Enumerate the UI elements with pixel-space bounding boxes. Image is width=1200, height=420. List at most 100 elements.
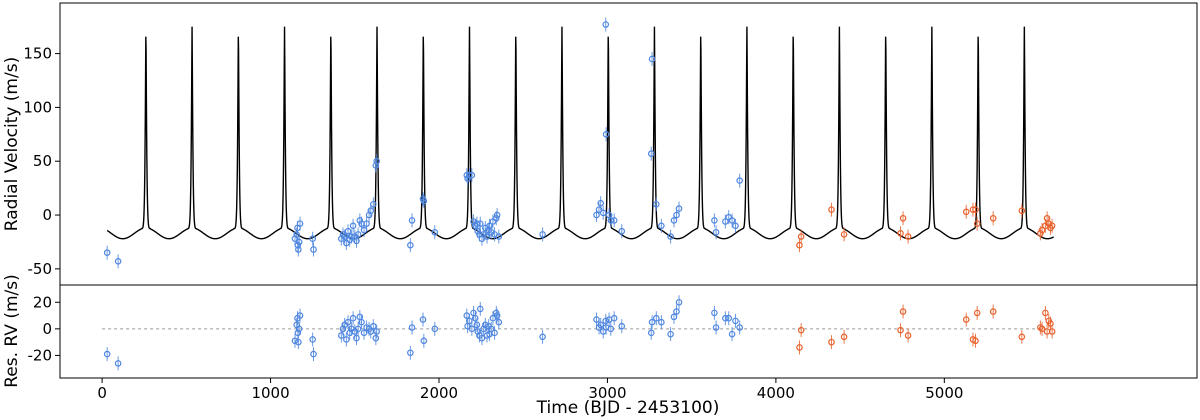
residual-point (607, 325, 615, 333)
rv-point (796, 241, 803, 249)
residual-point (973, 309, 981, 317)
residual-point (482, 321, 489, 329)
residual-point (431, 325, 439, 333)
bottom-y-tick-label: 20 (33, 293, 52, 311)
residual-point (473, 321, 481, 329)
top-axes-frame (59, 2, 1198, 286)
rv-point (597, 199, 605, 207)
residual-point (725, 314, 733, 322)
rv-point (711, 217, 718, 224)
rv-point (407, 241, 414, 249)
x-tick-label: 0 (97, 384, 107, 402)
rv-point (353, 237, 360, 245)
rv-point (103, 249, 111, 257)
residual-point (354, 325, 362, 333)
rv-point (899, 214, 907, 222)
rv-point (370, 200, 377, 208)
bottom-y-axis-label: Res. RV (m/s) (2, 274, 22, 388)
top-y-axis: -50 0 50 100 150 (23, 45, 60, 278)
residual-point (828, 338, 835, 346)
residual-point (478, 334, 486, 342)
rv-point (492, 214, 500, 222)
rv-point (473, 220, 481, 227)
residual-point (1048, 328, 1056, 335)
residual-point (372, 334, 380, 342)
rv-point (828, 206, 835, 213)
top-y-axis-label: Radial Velocity (m/s) (2, 57, 22, 231)
rv-point (483, 233, 491, 240)
top-panel: -50 0 50 100 150 Radial Velocity (m/s) (2, 2, 1198, 286)
residual-point (732, 317, 739, 325)
rv-point (658, 222, 665, 230)
residual-point (358, 318, 365, 326)
residual-point (344, 318, 352, 326)
bottom-x-axis: 0 1000 2000 3000 4000 5000 (97, 378, 963, 402)
rv-point (607, 217, 615, 224)
rv-point (652, 200, 660, 208)
residual-point (972, 337, 979, 345)
residual-point (673, 308, 680, 315)
top-y-tick-label: -50 (28, 260, 53, 278)
rv-point (728, 217, 736, 224)
rv-point (1038, 226, 1046, 234)
rv-point (667, 233, 674, 240)
residual-point (1037, 324, 1044, 331)
residual-point (296, 312, 304, 319)
rv-point (712, 228, 720, 236)
residual-point (295, 325, 303, 333)
residual-point (711, 309, 718, 317)
rv-point (897, 230, 904, 237)
top-y-tick-label: 50 (33, 152, 52, 170)
rv-point (972, 206, 979, 213)
rv-point (599, 209, 607, 217)
residual-point (491, 329, 498, 337)
rv-point (736, 177, 743, 184)
residual-point (904, 332, 912, 339)
rv-point (840, 231, 848, 238)
rv-point (1018, 207, 1026, 215)
residual-point (295, 338, 302, 346)
bottom-x-axis-label: Time (BJD - 2453100) (536, 398, 720, 418)
residual-point (339, 325, 347, 333)
residual-point (797, 326, 805, 334)
x-tick-label: 1000 (251, 384, 289, 402)
rv-point (989, 214, 997, 222)
residual-point (291, 337, 299, 345)
rv-point (373, 157, 380, 165)
residual-point (309, 336, 316, 343)
rv-point (602, 21, 610, 28)
rv-point (486, 222, 493, 230)
residual-point (899, 308, 907, 315)
residual-point (373, 328, 380, 335)
rv-point (476, 220, 484, 227)
bottom-y-tick-label: 0 (42, 320, 52, 338)
rv-point (493, 211, 501, 219)
residual-point (353, 334, 360, 342)
rv-point (732, 222, 739, 230)
bottom-y-axis: -20 0 20 (28, 293, 60, 364)
residual-point (343, 336, 350, 343)
residual-point (648, 318, 656, 326)
rv-point (344, 227, 352, 235)
rv-point (904, 233, 912, 240)
residual-point (897, 326, 904, 334)
residual-point (114, 360, 122, 367)
residual-point (466, 317, 473, 325)
rv-point (348, 233, 355, 240)
residual-point (474, 328, 482, 335)
residual-point (493, 312, 501, 319)
rv-point (295, 246, 302, 253)
residual-point (840, 333, 848, 341)
x-tick-label: 3000 (588, 384, 626, 402)
rv-point (310, 246, 317, 253)
rv-point (346, 236, 354, 244)
residual-point (647, 329, 655, 337)
residual-point (408, 324, 416, 331)
rv-point (675, 205, 683, 212)
residual-point (796, 344, 803, 351)
rv-point (539, 231, 546, 238)
bottom-axes-frame (59, 284, 1198, 379)
rv-point (797, 233, 805, 240)
residual-point (349, 314, 357, 322)
rv-point (309, 235, 316, 243)
